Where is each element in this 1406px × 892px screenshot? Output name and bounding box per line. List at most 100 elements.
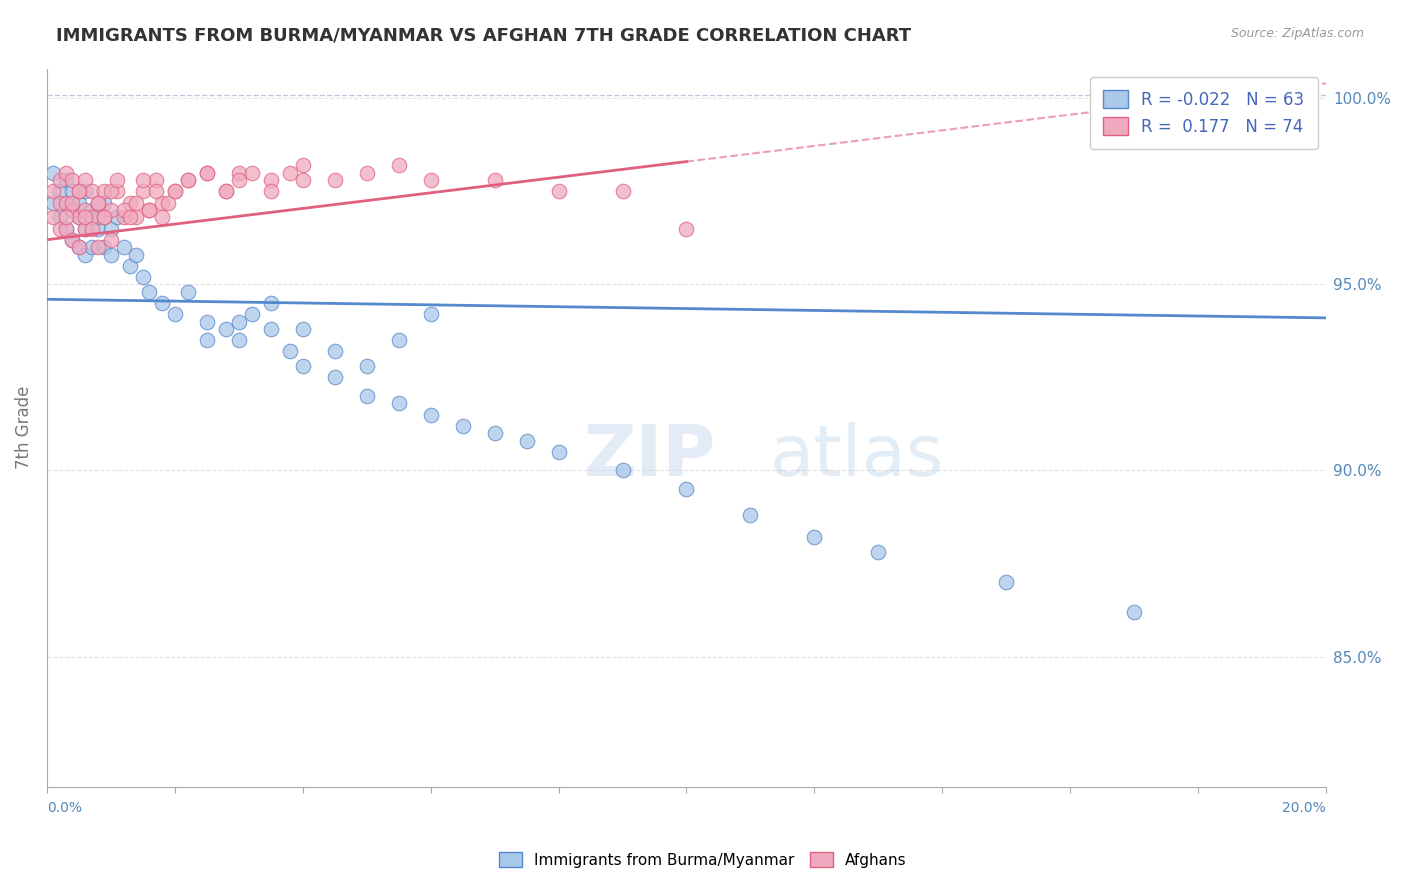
Point <box>67 211 90 225</box>
Point <box>48 211 70 225</box>
Point <box>112 211 135 225</box>
Point <box>55 221 77 235</box>
Point <box>240 307 263 321</box>
Point <box>100 247 122 261</box>
Point <box>87 221 110 235</box>
Point <box>75 221 97 235</box>
Point <box>260 173 283 187</box>
Point <box>195 333 218 347</box>
Point <box>150 296 173 310</box>
Point <box>80 240 103 254</box>
Point <box>675 482 697 496</box>
Point <box>105 173 128 187</box>
Point <box>100 202 122 217</box>
Point <box>145 173 167 187</box>
Point <box>48 221 70 235</box>
Point <box>803 531 825 545</box>
Point <box>291 322 314 336</box>
Point <box>55 211 77 225</box>
Point <box>163 185 186 199</box>
Point <box>75 247 97 261</box>
Point <box>388 396 411 410</box>
Point <box>67 185 90 199</box>
Point <box>388 158 411 172</box>
Point <box>67 211 90 225</box>
Point <box>48 195 70 210</box>
Point <box>995 575 1018 590</box>
Point <box>323 370 346 384</box>
Point <box>62 202 84 217</box>
Point <box>67 195 90 210</box>
Point <box>547 185 569 199</box>
Point <box>75 211 97 225</box>
Point <box>323 344 346 359</box>
Point <box>484 173 506 187</box>
Point <box>1123 605 1146 619</box>
Point <box>547 445 569 459</box>
Point <box>125 247 148 261</box>
Point <box>62 173 84 187</box>
Point <box>132 269 155 284</box>
Point <box>356 389 378 403</box>
Point <box>112 240 135 254</box>
Point <box>291 173 314 187</box>
Point <box>138 285 160 299</box>
Point <box>80 202 103 217</box>
Y-axis label: 7th Grade: 7th Grade <box>15 386 32 469</box>
Point <box>62 195 84 210</box>
Point <box>118 211 141 225</box>
Point <box>228 333 250 347</box>
Point <box>42 166 65 180</box>
Point <box>42 185 65 199</box>
Point <box>100 221 122 235</box>
Point <box>62 233 84 247</box>
Point <box>388 333 411 347</box>
Point <box>278 166 301 180</box>
Point <box>93 195 115 210</box>
Point <box>176 285 198 299</box>
Point <box>87 211 110 225</box>
Point <box>67 240 90 254</box>
Point <box>215 185 238 199</box>
Point <box>138 202 160 217</box>
Point <box>118 195 141 210</box>
Point <box>419 173 441 187</box>
Point <box>419 408 441 422</box>
Point <box>62 185 84 199</box>
Text: 0.0%: 0.0% <box>46 801 82 815</box>
Point <box>55 166 77 180</box>
Point <box>55 195 77 210</box>
Point <box>100 233 122 247</box>
Point <box>80 185 103 199</box>
Legend: Immigrants from Burma/Myanmar, Afghans: Immigrants from Burma/Myanmar, Afghans <box>492 844 914 875</box>
Text: IMMIGRANTS FROM BURMA/MYANMAR VS AFGHAN 7TH GRADE CORRELATION CHART: IMMIGRANTS FROM BURMA/MYANMAR VS AFGHAN … <box>56 27 911 45</box>
Point <box>48 185 70 199</box>
Text: 20.0%: 20.0% <box>1282 801 1326 815</box>
Point <box>105 185 128 199</box>
Point <box>195 166 218 180</box>
Point <box>176 173 198 187</box>
Point <box>240 166 263 180</box>
Point <box>87 240 110 254</box>
Point <box>93 240 115 254</box>
Text: Source: ZipAtlas.com: Source: ZipAtlas.com <box>1230 27 1364 40</box>
Point <box>93 185 115 199</box>
Point <box>80 211 103 225</box>
Text: ZIP: ZIP <box>583 422 717 491</box>
Point <box>356 166 378 180</box>
Point <box>42 195 65 210</box>
Point <box>419 307 441 321</box>
Point <box>740 508 762 523</box>
Point <box>138 202 160 217</box>
Point <box>80 221 103 235</box>
Point <box>260 185 283 199</box>
Point <box>75 221 97 235</box>
Point <box>93 211 115 225</box>
Point <box>42 211 65 225</box>
Point <box>278 344 301 359</box>
Point <box>62 202 84 217</box>
Point <box>356 359 378 374</box>
Point <box>67 240 90 254</box>
Point <box>260 322 283 336</box>
Point <box>612 185 634 199</box>
